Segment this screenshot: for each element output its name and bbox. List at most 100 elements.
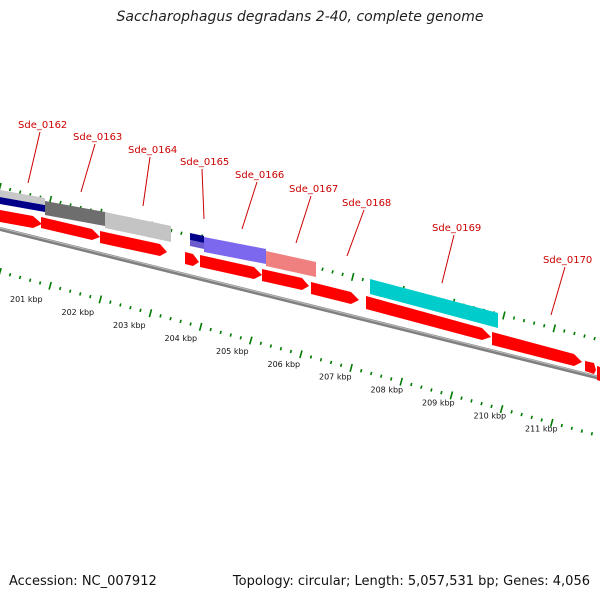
minor-tick	[189, 322, 192, 326]
cds-arrow-5	[200, 255, 262, 279]
gene-leader-line	[295, 195, 312, 244]
minor-tick	[19, 190, 22, 194]
cds-arrow-6	[262, 269, 309, 290]
minor-tick	[109, 300, 112, 304]
major-tick	[48, 281, 52, 290]
gene-label[interactable]: Sde_0164	[128, 145, 177, 156]
minor-tick	[239, 336, 242, 340]
minor-tick	[341, 272, 344, 277]
minor-tick	[229, 333, 232, 337]
gene-label[interactable]: Sde_0167	[289, 184, 338, 195]
minor-tick	[370, 371, 373, 376]
minor-tick	[169, 316, 172, 321]
minor-tick	[319, 358, 323, 362]
major-tick	[499, 404, 504, 414]
minor-tick	[59, 200, 62, 205]
minor-tick	[89, 294, 92, 299]
minor-tick	[59, 286, 62, 291]
minor-tick	[321, 267, 324, 271]
scale-label: 208 kbp	[371, 386, 404, 395]
minor-tick	[460, 396, 463, 400]
minor-tick	[8, 187, 12, 192]
minor-tick	[259, 341, 263, 346]
minor-tick	[522, 318, 526, 323]
minor-tick	[119, 303, 122, 307]
genome-backbone	[0, 227, 600, 380]
minor-tick	[159, 314, 162, 318]
major-tick	[0, 267, 2, 275]
minor-tick	[309, 355, 313, 359]
cds-arrow-9	[492, 332, 582, 366]
gene-leader-line	[441, 234, 455, 284]
scale-label: 206 kbp	[268, 360, 301, 369]
scale-label: 204 kbp	[165, 334, 198, 343]
minor-tick	[329, 360, 333, 365]
minor-tick	[359, 368, 363, 373]
scale-label: 207 kbp	[319, 373, 352, 382]
gene-leader-line	[346, 209, 365, 257]
feature-block-navy-small	[190, 233, 204, 243]
cds-arrow-2	[41, 217, 100, 240]
minor-tick	[180, 231, 183, 235]
gene-label[interactable]: Sde_0169	[432, 223, 481, 234]
minor-tick	[390, 377, 393, 381]
minor-tick	[490, 404, 493, 409]
major-tick	[248, 336, 253, 345]
minor-tick	[410, 382, 413, 387]
feature-block-cyan	[370, 279, 498, 328]
cds-arrow-8	[366, 296, 491, 340]
minor-tick	[570, 426, 573, 431]
gene-label[interactable]: Sde_0166	[235, 170, 284, 181]
minor-tick	[573, 331, 576, 336]
minor-tick	[219, 330, 222, 335]
feature-blocks	[0, 190, 498, 328]
minor-tick	[28, 278, 32, 282]
minor-tick	[139, 308, 142, 313]
gene-leader-line	[27, 131, 41, 184]
gene-label[interactable]: Sde_0165	[180, 157, 229, 168]
major-tick	[502, 311, 506, 320]
gene-label[interactable]: Sde_0168	[342, 198, 391, 209]
major-tick	[349, 363, 353, 373]
genome-summary: Topology: circular; Length: 5,057,531 bp…	[232, 574, 590, 589]
scale-label: 202 kbp	[62, 308, 95, 317]
major-tick	[552, 324, 557, 333]
feature-block-darkgrey	[45, 201, 105, 226]
major-tick	[449, 391, 454, 400]
minor-tick	[420, 385, 423, 389]
gene-leader-line	[142, 156, 151, 207]
minor-tick	[8, 272, 12, 277]
minor-tick	[179, 319, 182, 324]
minor-tick	[331, 270, 334, 274]
minor-tick	[590, 432, 594, 436]
feature-block-pink	[266, 251, 316, 277]
cds-arrow-11	[597, 366, 600, 381]
minor-tick	[532, 321, 536, 325]
minor-tick	[520, 412, 523, 417]
minor-tick	[580, 429, 584, 433]
gene-label[interactable]: Sde_0170	[543, 255, 592, 266]
scale-label: 205 kbp	[216, 347, 249, 356]
gene-label[interactable]: Sde_0162	[18, 120, 67, 131]
minor-tick	[209, 327, 212, 332]
gene-leader-line	[80, 143, 96, 193]
scale-label: 201 kbp	[10, 295, 43, 304]
minor-tick	[593, 336, 596, 341]
major-tick	[98, 295, 103, 304]
feature-block-slateblue	[204, 237, 266, 264]
minor-tick	[543, 324, 546, 328]
minor-tick	[563, 329, 566, 333]
feature-block-lightgrey-left	[0, 190, 45, 205]
cds-arrow-7	[311, 282, 359, 304]
inner-tick-ring	[0, 267, 594, 436]
gene-leader-line	[550, 266, 566, 316]
major-tick	[350, 272, 355, 282]
major-tick	[549, 418, 554, 427]
cds-arrow-3	[100, 231, 167, 256]
minor-tick	[69, 289, 72, 293]
gene-label[interactable]: Sde_0163	[73, 132, 122, 143]
minor-tick	[79, 292, 82, 296]
major-tick	[399, 377, 404, 386]
feature-block-blue-small	[190, 240, 204, 249]
